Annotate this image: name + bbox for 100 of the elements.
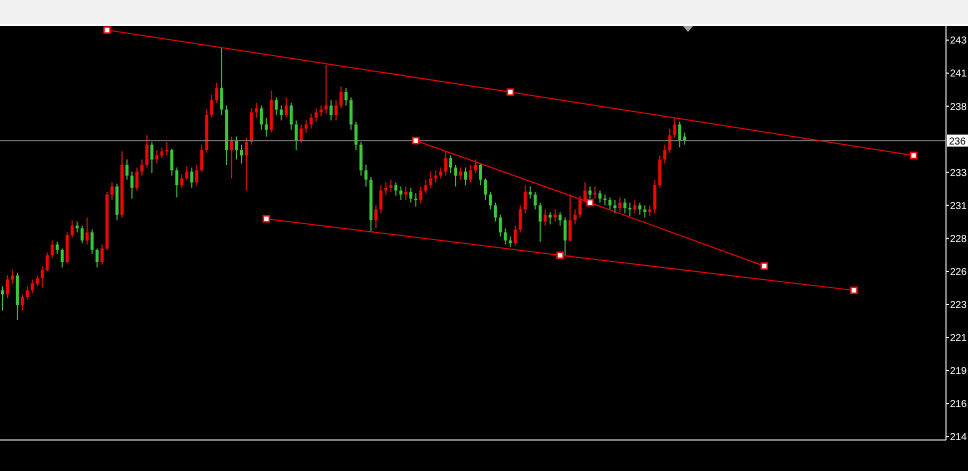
candlestick [294,120,298,151]
candlestick [230,136,234,179]
candlestick [613,199,616,214]
candlestick [260,105,263,130]
candlestick [200,144,204,172]
y-tick-label: 233 [950,168,968,179]
candlestick [284,96,288,118]
candlestick [125,159,128,180]
ref-line-label: 236 [949,136,966,148]
candlestick [40,266,44,288]
candlestick [663,144,666,164]
candlestick [464,167,468,186]
candlestick [150,141,154,174]
candlestick [50,240,54,258]
point [556,252,564,259]
candlestick [30,279,34,294]
candlestick [374,204,378,229]
candlestick [643,204,646,218]
candlestick [170,148,174,176]
candlestick [244,137,248,192]
candlestick [474,159,477,174]
candlestick [564,216,567,256]
point [506,88,514,96]
candlestick [673,117,676,138]
candlestick [508,236,512,248]
candlestick [10,270,14,284]
candlestick [6,274,9,299]
point [586,198,594,206]
candlestick [459,167,462,180]
candlestick [638,202,642,216]
candlestick [648,204,652,217]
candlestick [56,241,59,254]
candlestick [76,221,79,233]
candlestick [135,167,138,192]
candlestick [444,150,448,176]
candlestick [155,150,158,164]
candlestick [394,182,398,196]
candlestick [528,186,532,200]
candlestick [20,294,24,312]
candlestick [389,179,392,192]
candlestick [633,199,636,214]
candlestick [145,134,148,168]
candlestick [210,94,214,118]
candlestick [110,182,114,200]
candlestick [235,136,238,160]
candlestick [364,164,368,187]
candlestick [100,244,104,266]
candlestick [598,190,602,204]
candlestick [494,202,497,222]
candlestick [449,154,452,174]
candlestick [215,82,218,104]
candlestick [320,105,323,117]
candlestick [593,186,596,200]
candlestick [185,166,188,180]
candlestick [558,212,562,226]
candlestick [454,164,458,187]
candlestick [324,64,328,114]
candlestick [1,286,4,312]
candlestick [254,102,258,118]
candlestick [344,88,348,106]
candlestick [300,124,303,144]
y-tick-label: 231 [950,200,968,212]
candlestick [140,159,144,176]
candlestick [86,216,89,245]
candlestick [574,208,577,225]
point [910,152,918,160]
y-tick-label: 241 [950,68,968,80]
candlestick [274,96,278,116]
y-tick-label: 221 [950,333,968,344]
candlestick [469,164,472,183]
candlestick [518,204,522,233]
point [103,26,111,34]
candlestick [160,146,164,159]
candlestick [439,167,442,179]
candlestick [180,174,184,188]
candlestick [264,117,268,138]
candlestick [195,164,198,186]
candlestick [90,229,94,254]
candlestick [554,208,557,222]
candlestick [340,86,343,109]
candlestick [568,194,572,242]
candlestick [538,202,542,242]
candlestick [668,128,672,154]
candlestick [354,121,358,151]
candlestick [310,113,313,129]
y-tick-label: 219 [950,366,968,378]
candlestick [46,252,49,272]
candlestick [190,167,194,188]
candlestick [419,186,422,205]
candlestick [384,182,388,196]
candlestick [514,225,517,246]
y-tick-label: 223 [950,300,968,312]
candlestick [544,208,547,226]
point [850,286,858,294]
candlestick [240,144,243,164]
candlestick [414,192,418,208]
candlestick [623,198,626,214]
candlestick [678,121,682,148]
candlestick [504,228,507,245]
candlestick [434,170,438,183]
